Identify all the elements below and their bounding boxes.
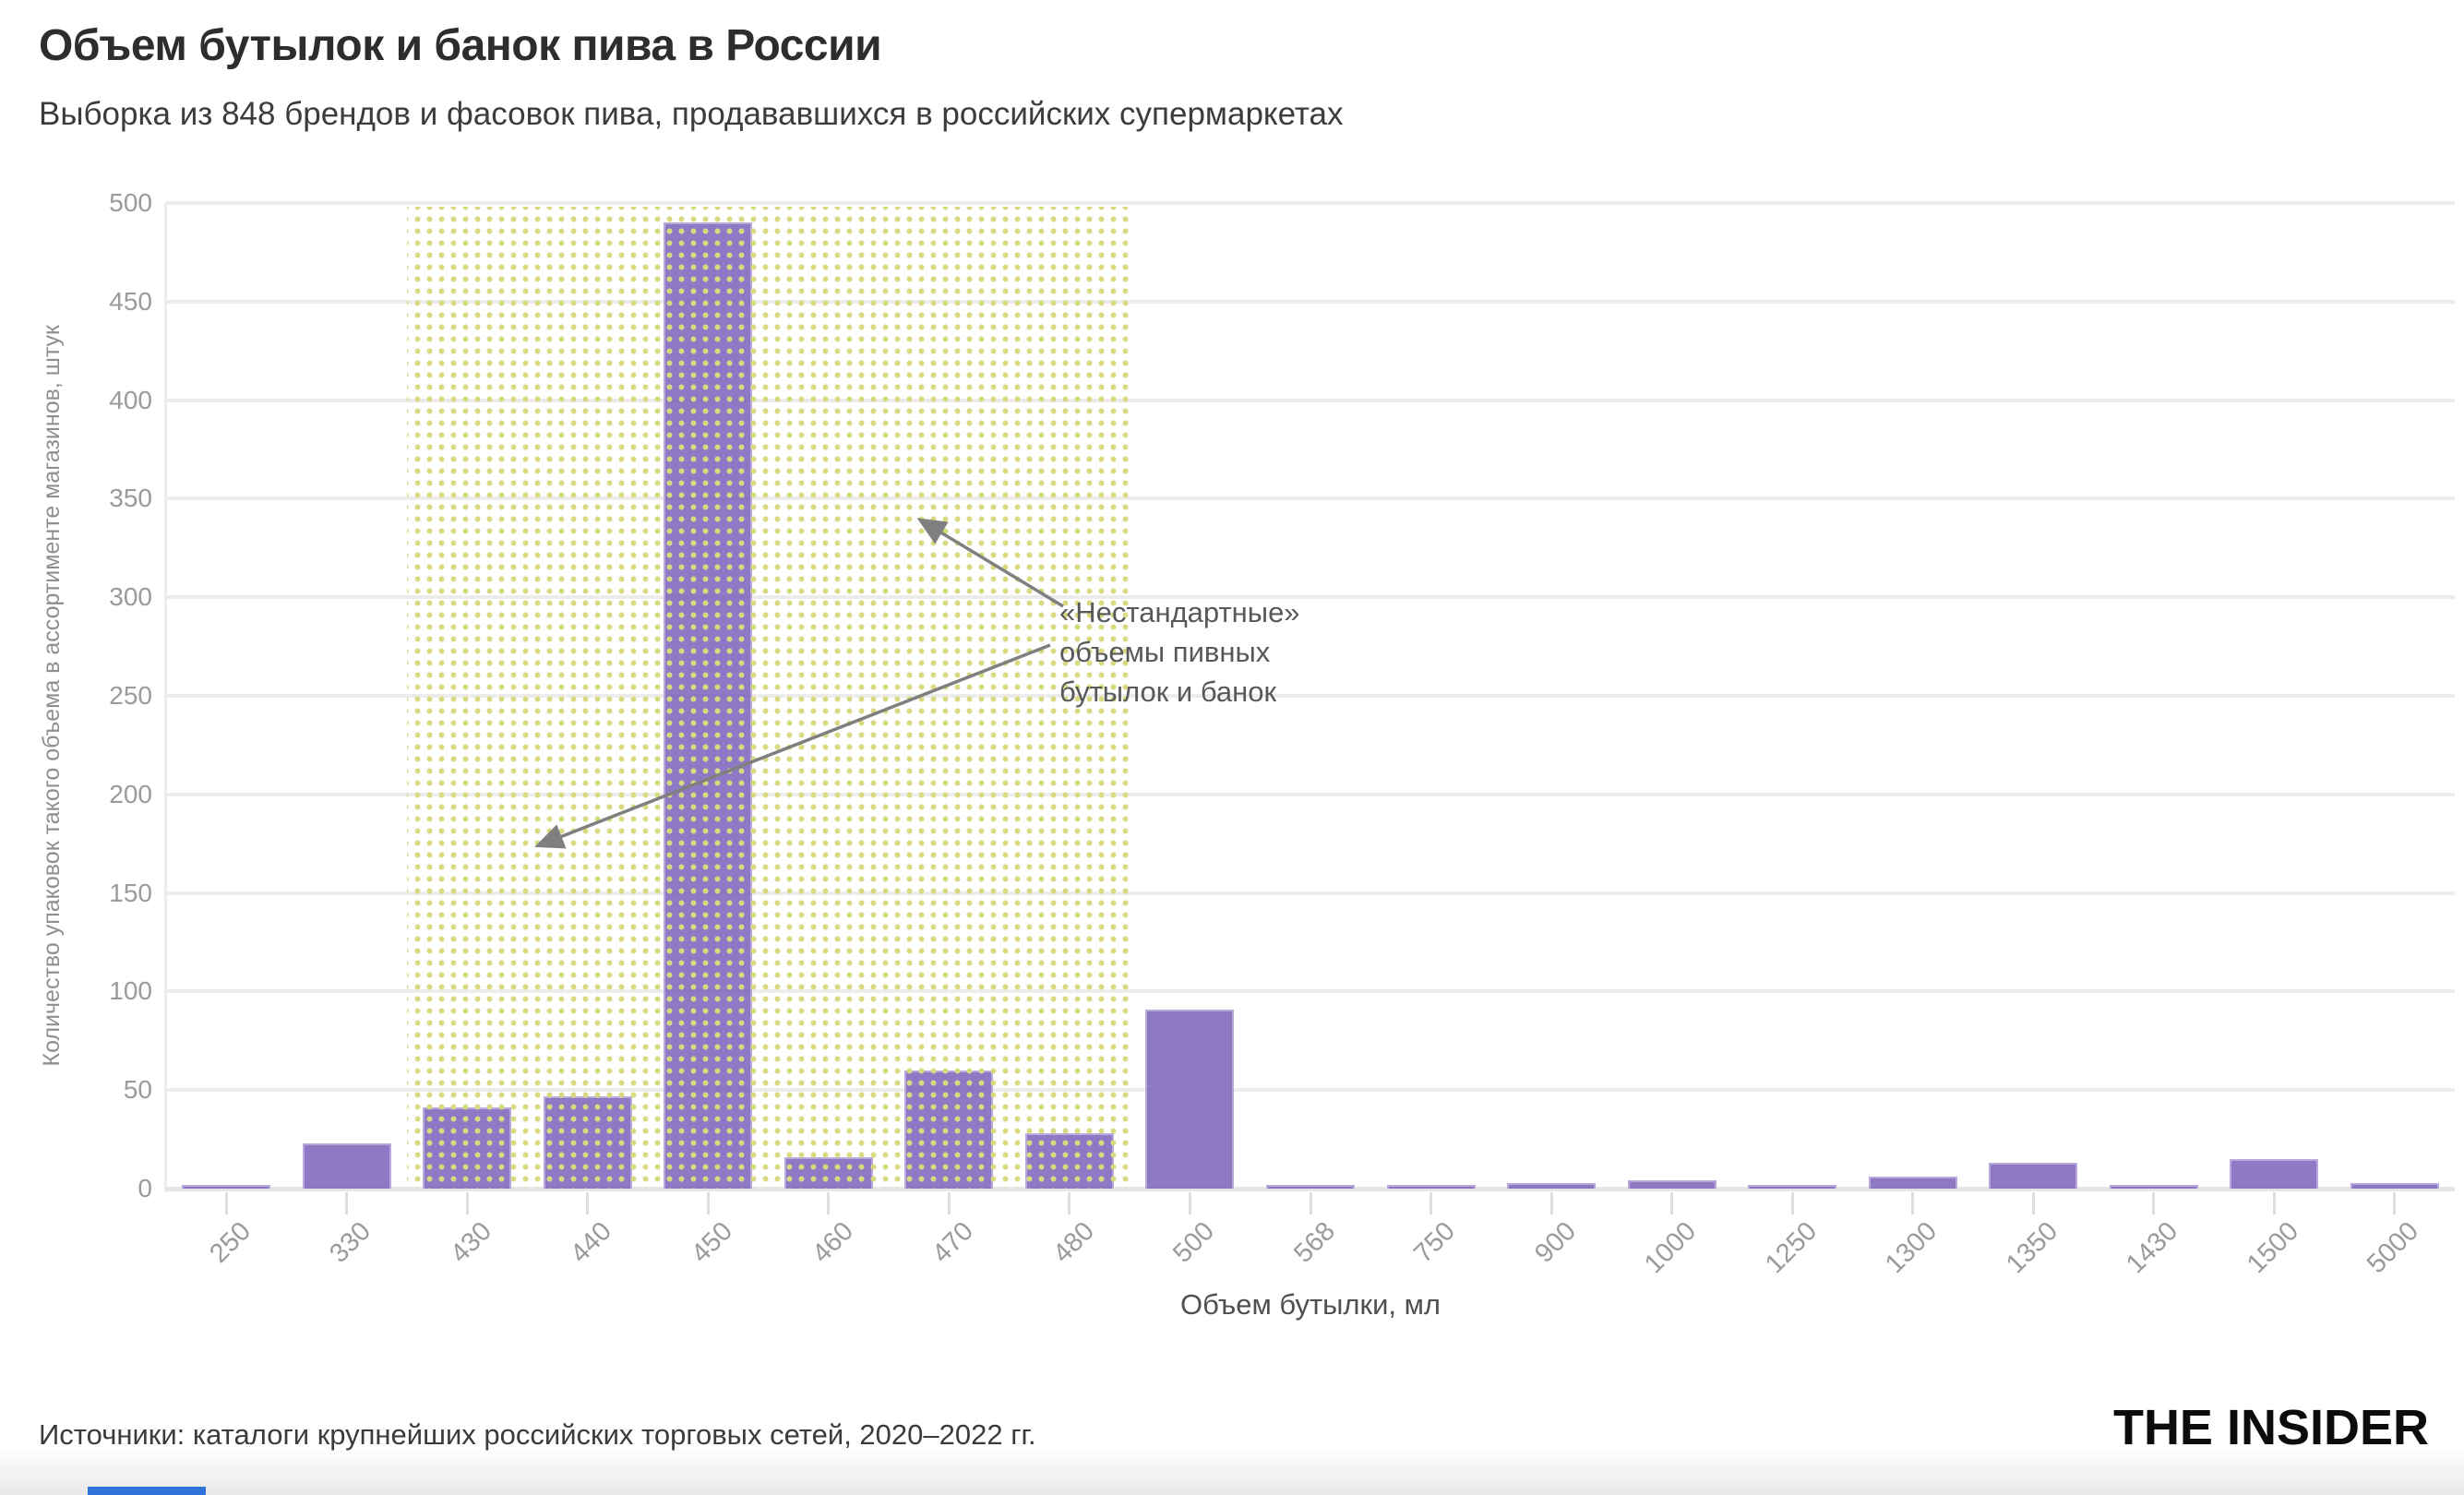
y-tick-label: 50 <box>123 1075 152 1105</box>
gridline <box>166 1187 2455 1191</box>
bar <box>1868 1177 1957 1189</box>
x-tick <box>465 1192 469 1214</box>
x-tick <box>1911 1192 1915 1214</box>
gridline <box>166 595 2455 600</box>
x-tick-label: 1250 <box>1759 1216 1823 1280</box>
x-tick <box>586 1192 590 1214</box>
y-tick-label: 300 <box>109 582 152 612</box>
bar <box>1627 1180 1716 1189</box>
annotation-label: «Нестандартные» объемы пивных бутылок и ба… <box>1059 592 1300 712</box>
bar-chart-plot-area <box>166 201 2455 1191</box>
x-tick <box>1790 1192 1794 1214</box>
x-tick <box>1670 1192 1674 1214</box>
brand-logo: THE INSIDER <box>2112 1400 2429 1455</box>
bar <box>1145 1009 1235 1189</box>
x-tick <box>224 1192 228 1214</box>
y-tick-label: 150 <box>109 878 152 907</box>
x-tick-label: 500 <box>1167 1216 1221 1269</box>
x-tick-label: 460 <box>806 1216 859 1269</box>
y-tick-label: 250 <box>109 681 152 710</box>
highlight-dotted-region <box>407 207 1130 1189</box>
x-tick <box>345 1192 349 1214</box>
x-tick-label: 480 <box>1047 1216 1100 1269</box>
x-tick <box>2031 1192 2035 1214</box>
x-tick-label: 1350 <box>2000 1216 2063 1280</box>
bar <box>182 1184 271 1189</box>
x-tick-label: 450 <box>686 1216 739 1269</box>
gridline <box>166 398 2455 402</box>
page-subtitle: Выборка из 848 брендов и фасовок пива, п… <box>39 96 1344 132</box>
bar <box>2230 1158 2319 1189</box>
x-tick <box>706 1192 710 1214</box>
gridline <box>166 299 2455 304</box>
x-tick-label: 250 <box>204 1216 257 1269</box>
x-tick <box>2272 1192 2276 1214</box>
x-tick-label: 568 <box>1287 1216 1341 1269</box>
x-tick-label: 440 <box>565 1216 618 1269</box>
x-tick <box>1429 1192 1433 1214</box>
source-note: Источники: каталоги крупнейших российски… <box>39 1418 1036 1451</box>
bar <box>1748 1185 1837 1189</box>
gridline <box>166 694 2455 698</box>
bar <box>1266 1184 1355 1189</box>
y-tick-label: 500 <box>109 188 152 217</box>
bar <box>2350 1182 2439 1189</box>
x-tick-label: 750 <box>1408 1216 1462 1269</box>
x-tick-label: 5000 <box>2362 1216 2425 1280</box>
bar <box>1386 1184 1476 1189</box>
annotation-line: «Нестандартные» <box>1059 596 1300 628</box>
x-tick <box>1068 1192 1071 1214</box>
x-tick-label: 430 <box>445 1216 497 1269</box>
gridline <box>166 201 2455 205</box>
bottom-fade <box>0 1447 2464 1495</box>
x-tick-label: 1430 <box>2121 1216 2184 1280</box>
gridline <box>166 891 2455 895</box>
y-tick-label: 400 <box>109 385 152 414</box>
y-tick-label: 350 <box>109 484 152 513</box>
bar <box>2109 1185 2198 1189</box>
bar <box>1507 1182 1597 1189</box>
x-tick-label: 1000 <box>1638 1216 1703 1280</box>
gridline <box>166 1088 2455 1093</box>
x-tick-label: 470 <box>927 1216 980 1269</box>
x-tick-label: 1300 <box>1880 1216 1944 1280</box>
x-tick <box>1188 1192 1191 1214</box>
x-axis-title: Объем бутылки, мл <box>1179 1288 1441 1321</box>
y-axis-line <box>164 203 167 1192</box>
gridline <box>166 792 2455 796</box>
y-tick-label: 100 <box>109 976 152 1006</box>
x-tick-label: 330 <box>324 1216 377 1269</box>
y-tick-label: 200 <box>109 779 152 808</box>
x-tick <box>827 1192 831 1214</box>
x-tick-label: 1500 <box>2241 1216 2304 1280</box>
gridline <box>166 989 2455 994</box>
bottom-blue-stripe <box>88 1487 206 1495</box>
x-tick-label: 900 <box>1528 1216 1582 1269</box>
x-tick <box>947 1192 951 1214</box>
y-tick-label: 0 <box>138 1174 152 1202</box>
annotation-line: объемы пивных <box>1059 636 1271 668</box>
annotation-line: бутылок и банок <box>1059 676 1277 708</box>
x-tick <box>2152 1192 2156 1214</box>
x-tick <box>1309 1192 1312 1214</box>
gridline <box>166 496 2455 501</box>
bar <box>1989 1163 2078 1189</box>
x-tick <box>1549 1192 1553 1214</box>
y-tick-label: 450 <box>109 286 152 316</box>
x-tick <box>2393 1192 2397 1214</box>
bar <box>302 1142 391 1189</box>
page-title: Объем бутылок и банок пива в России <box>39 21 882 70</box>
